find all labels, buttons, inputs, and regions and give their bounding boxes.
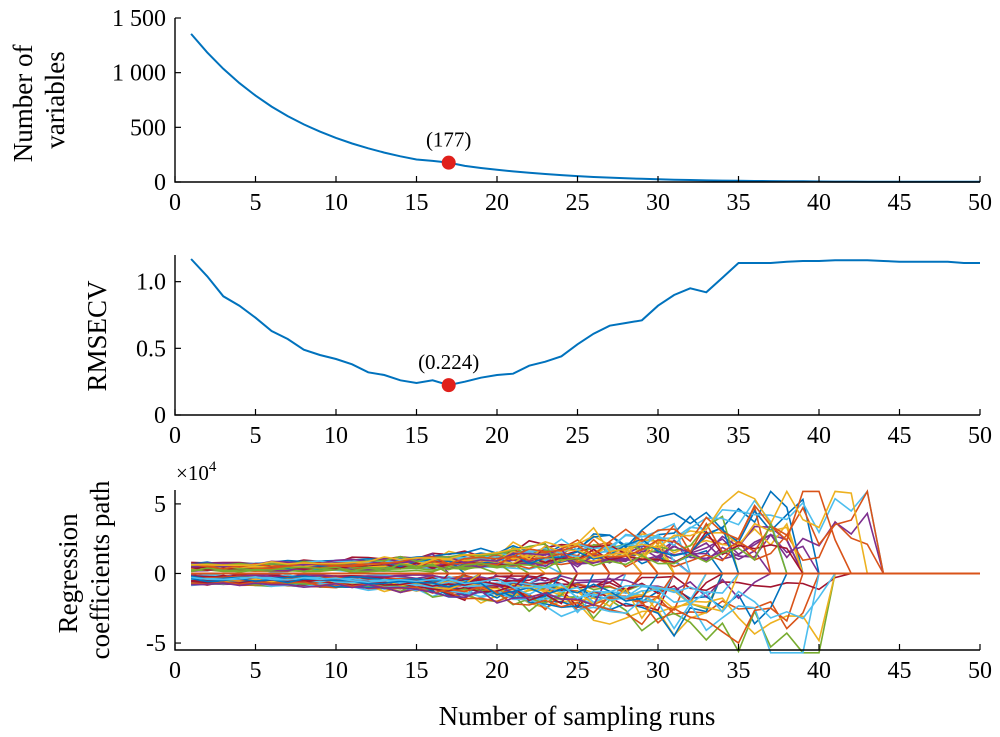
y-exponent-power: 4 bbox=[209, 459, 217, 475]
x-ticks-coefficients: 0 5 10 15 20 25 30 35 40 45 50 bbox=[169, 644, 992, 684]
y-tick-label: -5 bbox=[146, 631, 166, 657]
coefficient-path bbox=[190, 489, 980, 575]
y-tick-label: 0 bbox=[154, 403, 166, 429]
x-tick-label: 40 bbox=[807, 423, 831, 449]
series-line bbox=[190, 33, 980, 183]
y-ticks-coefficients: -5 0 5 bbox=[146, 492, 181, 657]
y-axis-label-coefficients-line1: Regression bbox=[53, 513, 83, 633]
x-tick-label: 25 bbox=[566, 658, 590, 684]
x-tick-label: 50 bbox=[968, 423, 992, 449]
x-tick-label: 50 bbox=[968, 658, 992, 684]
x-axis-label: Number of sampling runs bbox=[439, 701, 716, 731]
y-tick-label: 0 bbox=[154, 170, 166, 196]
x-tick-label: 45 bbox=[888, 658, 912, 684]
x-tick-label: 20 bbox=[485, 658, 509, 684]
y-tick-label: 0 bbox=[154, 561, 166, 587]
x-tick-label: 5 bbox=[250, 658, 262, 684]
x-tick-label: 10 bbox=[324, 190, 348, 216]
x-tick-label: 35 bbox=[727, 190, 751, 216]
x-tick-label: 20 bbox=[485, 423, 509, 449]
axes-frame-variables bbox=[174, 18, 980, 183]
x-ticks-variables: 0 5 10 15 20 25 30 35 40 45 50 bbox=[169, 176, 992, 216]
x-tick-label: 15 bbox=[405, 658, 429, 684]
y-axis-label-variables-line1: Number of bbox=[8, 45, 38, 163]
optimal-point-label: (0.224) bbox=[418, 350, 479, 374]
x-tick-label: 30 bbox=[646, 423, 670, 449]
optimal-point-label: (177) bbox=[426, 128, 472, 152]
panel-rmsecv: (0.224) 0 5 10 15 20 25 30 35 40 45 50 0 0.5 1.0 RMS… bbox=[82, 255, 992, 449]
x-tick-label: 35 bbox=[727, 658, 751, 684]
axes-frame-rmsecv bbox=[174, 255, 980, 416]
y-tick-label: 1 000 bbox=[112, 61, 166, 87]
x-ticks-rmsecv: 0 5 10 15 20 25 30 35 40 45 50 bbox=[169, 409, 992, 449]
x-tick-label: 0 bbox=[169, 658, 181, 684]
plot-area-coefficients bbox=[190, 489, 980, 654]
coefficient-path bbox=[191, 572, 980, 645]
coefficient-path bbox=[190, 490, 980, 575]
panel-regression-coefficients: 0 5 10 15 20 25 30 35 40 45 50 -505 ×104 Regressio… bbox=[53, 459, 992, 731]
y-ticks-rmsecv: 0 0.5 1.0 bbox=[136, 270, 181, 429]
y-tick-label: 500 bbox=[130, 115, 166, 141]
x-tick-label: 0 bbox=[169, 190, 181, 216]
x-tick-label: 5 bbox=[250, 423, 262, 449]
y-axis-label-coefficients-line2: coefficients path bbox=[85, 480, 115, 659]
x-tick-label: 5 bbox=[250, 190, 262, 216]
plot-area-rmsecv: (0.224) bbox=[190, 258, 980, 393]
x-tick-label: 30 bbox=[646, 190, 670, 216]
x-tick-label: 25 bbox=[566, 423, 590, 449]
optimal-point-marker bbox=[441, 378, 456, 393]
coefficient-path bbox=[191, 489, 980, 575]
x-tick-label: 45 bbox=[888, 190, 912, 216]
x-tick-label: 50 bbox=[968, 190, 992, 216]
optimal-point-marker bbox=[441, 155, 456, 170]
y-exponent-label: ×104 bbox=[176, 459, 217, 485]
y-axis-label-variables: Number of variables bbox=[8, 38, 70, 162]
x-tick-label: 25 bbox=[566, 190, 590, 216]
x-tick-label: 10 bbox=[324, 423, 348, 449]
panel-number-of-variables: (177) 0 5 10 15 20 25 30 35 40 45 50 0 500 1 000 1 50… bbox=[8, 6, 992, 216]
x-tick-label: 30 bbox=[646, 658, 670, 684]
y-axis-label-variables-line2: variables bbox=[40, 51, 70, 148]
x-tick-label: 20 bbox=[485, 190, 509, 216]
y-axis-label-rmsecv-line1: RMSECV bbox=[82, 280, 112, 392]
x-tick-label: 40 bbox=[807, 658, 831, 684]
x-tick-label: 35 bbox=[727, 423, 751, 449]
plot-area-variables: (177) bbox=[190, 33, 980, 183]
x-tick-label: 45 bbox=[888, 423, 912, 449]
y-tick-label: 0.5 bbox=[136, 336, 166, 362]
x-tick-label: 40 bbox=[807, 190, 831, 216]
y-tick-label: 1 500 bbox=[112, 6, 166, 32]
y-tick-label: 1.0 bbox=[136, 270, 166, 296]
x-tick-label: 15 bbox=[405, 423, 429, 449]
x-tick-label: 10 bbox=[324, 658, 348, 684]
y-exponent-base: ×10 bbox=[176, 461, 209, 485]
y-ticks-variables: 0 500 1 000 1 500 bbox=[112, 6, 181, 196]
x-tick-label: 0 bbox=[169, 423, 181, 449]
y-axis-label-rmsecv: RMSECV bbox=[82, 280, 112, 392]
y-tick-label: 5 bbox=[154, 492, 166, 518]
y-axis-label-coefficients: Regression coefficients path bbox=[53, 480, 115, 659]
x-tick-label: 15 bbox=[405, 190, 429, 216]
series-line bbox=[190, 258, 980, 387]
